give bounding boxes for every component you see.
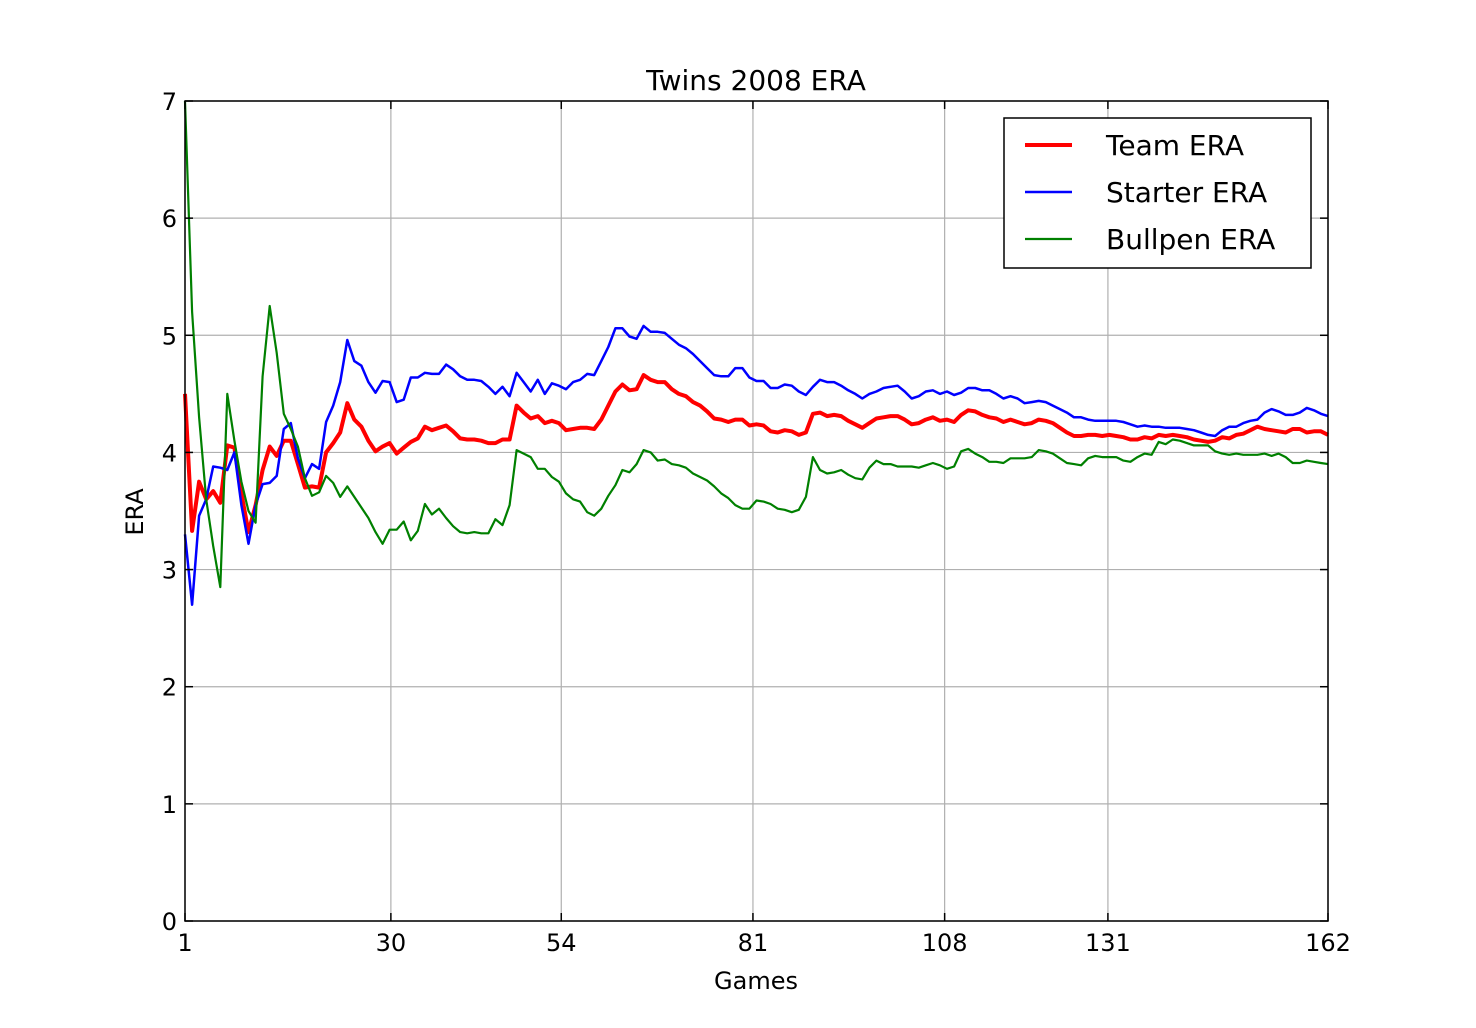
x-tick-label: 162 bbox=[1305, 929, 1351, 957]
x-tick-label: 30 bbox=[376, 929, 407, 957]
x-tick-label: 1 bbox=[177, 929, 192, 957]
y-tick-label: 3 bbox=[162, 557, 177, 585]
bullpen-era-line bbox=[183, 100, 1329, 589]
y-tick-label: 1 bbox=[162, 791, 177, 819]
y-tick-label: 2 bbox=[162, 674, 177, 702]
team-era-legend-label: Team ERA bbox=[1105, 129, 1244, 162]
x-tick-label: 54 bbox=[546, 929, 577, 957]
y-axis-label: ERA bbox=[121, 488, 149, 536]
legend: Team ERA Starter ERA Bullpen ERA bbox=[1003, 117, 1312, 269]
y-tick-label: 7 bbox=[162, 88, 177, 116]
y-tick-label: 6 bbox=[162, 205, 177, 233]
y-tick-label: 5 bbox=[162, 322, 177, 350]
x-tick-label: 131 bbox=[1085, 929, 1131, 957]
series-lines bbox=[183, 100, 1329, 606]
y-tick-label: 0 bbox=[162, 908, 177, 936]
x-axis-label: Games bbox=[714, 967, 798, 995]
starter-era-legend-label: Starter ERA bbox=[1106, 176, 1267, 209]
bullpen-era-legend-label: Bullpen ERA bbox=[1106, 223, 1275, 256]
plot-frame bbox=[184, 100, 1329, 922]
starter-era-line bbox=[183, 324, 1329, 606]
x-tick-label: 108 bbox=[922, 929, 968, 957]
chart-title: Twins 2008 ERA bbox=[645, 64, 866, 97]
team-era-line bbox=[183, 373, 1329, 535]
y-tick-label: 4 bbox=[162, 439, 177, 467]
x-tick-label: 81 bbox=[738, 929, 769, 957]
